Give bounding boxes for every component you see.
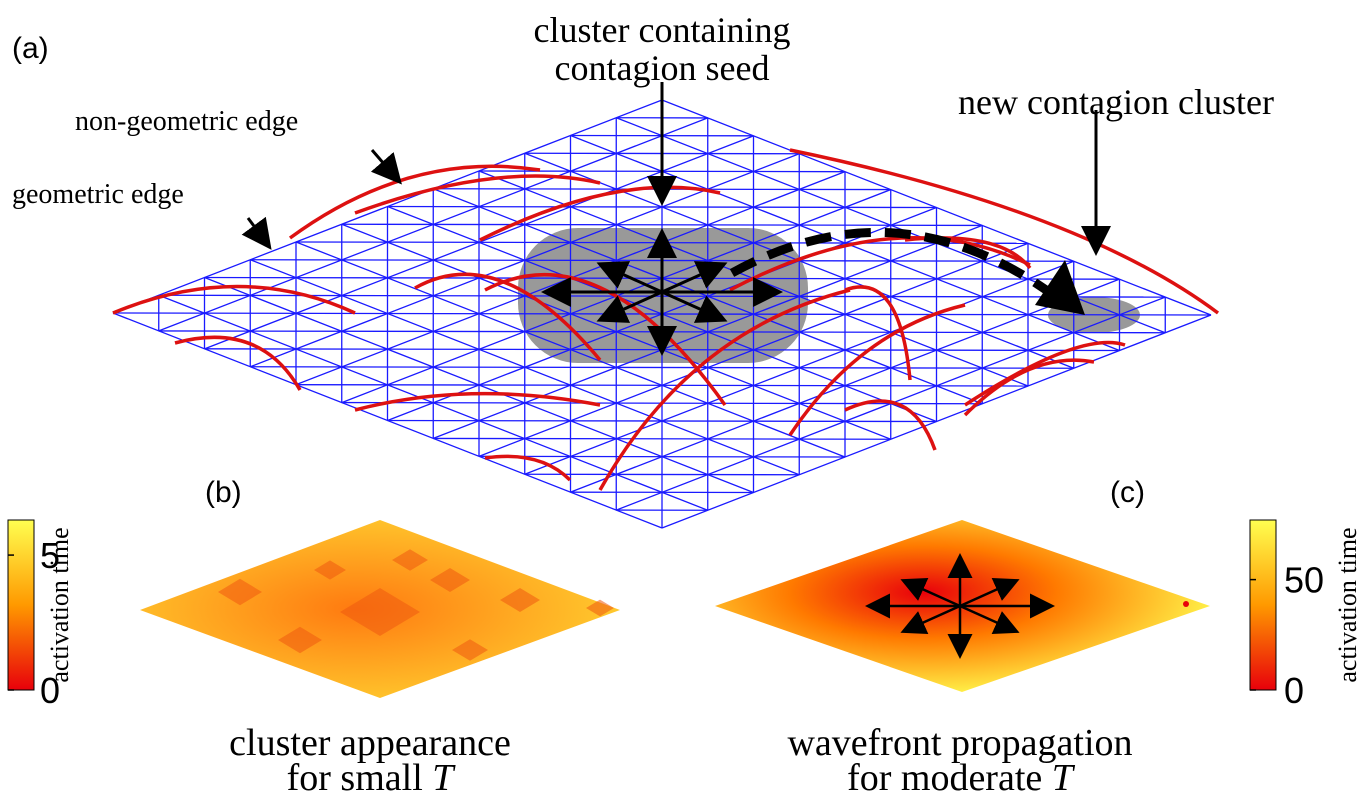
colorbar-tick-label: 0 xyxy=(1284,670,1304,711)
caption: for small xyxy=(287,757,423,796)
panel-label: (c) xyxy=(1110,476,1145,509)
figure: (a) cluster containing contagion seed ne… xyxy=(0,0,1368,796)
caption: for small T xyxy=(287,757,457,796)
colorbar xyxy=(8,520,34,690)
new-cluster-label: new contagion cluster xyxy=(958,82,1274,122)
edge-label: geometric edge xyxy=(12,179,184,210)
colorbar-label: activation time xyxy=(45,527,74,682)
panel-label: (b) xyxy=(205,476,242,509)
panel-label: (a) xyxy=(12,32,49,65)
seed-dot xyxy=(1183,601,1189,607)
caption: for moderate xyxy=(847,757,1042,796)
variable: T xyxy=(1052,757,1076,796)
seed-label: contagion seed xyxy=(555,48,770,88)
variable: T xyxy=(432,757,456,796)
colorbar-label: activation time xyxy=(1333,527,1362,682)
colorbar xyxy=(1250,520,1276,690)
caption: for moderate T xyxy=(847,757,1076,796)
edge-label: non-geometric edge xyxy=(75,106,298,137)
seed-label: cluster containing xyxy=(534,10,791,50)
colorbar-tick-label: 50 xyxy=(1284,560,1324,601)
